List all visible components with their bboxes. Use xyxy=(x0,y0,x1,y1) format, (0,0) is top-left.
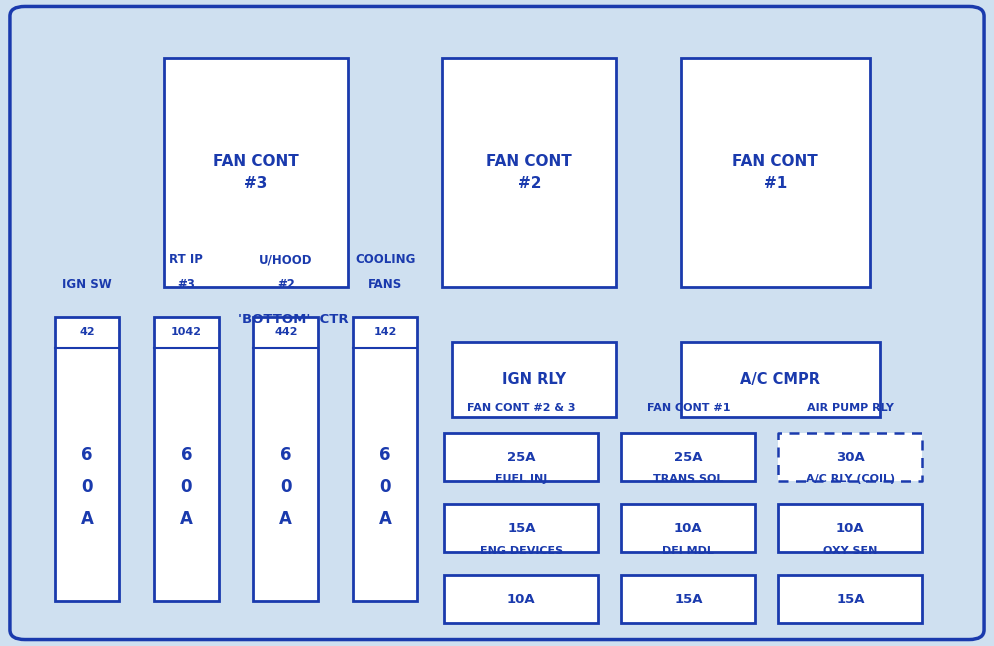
Bar xyxy=(681,342,880,417)
Text: ENG DEVICES: ENG DEVICES xyxy=(480,546,563,556)
Text: IGN SW: IGN SW xyxy=(62,278,112,291)
Bar xyxy=(621,575,755,623)
Text: 10A: 10A xyxy=(507,592,536,606)
Bar xyxy=(681,58,870,287)
Text: TRANS SOL: TRANS SOL xyxy=(653,475,724,484)
Text: 15A: 15A xyxy=(836,592,865,606)
Text: RT IP: RT IP xyxy=(169,253,204,266)
Text: 6
0
A: 6 0 A xyxy=(81,446,93,528)
FancyBboxPatch shape xyxy=(10,6,984,640)
Bar xyxy=(444,433,598,481)
Text: 15A: 15A xyxy=(507,521,536,535)
Bar xyxy=(778,575,922,623)
Bar xyxy=(778,504,922,552)
Text: DFI MDL: DFI MDL xyxy=(662,546,715,556)
Text: FANS: FANS xyxy=(368,278,403,291)
Text: FAN CONT
#3: FAN CONT #3 xyxy=(213,154,299,191)
Text: #3: #3 xyxy=(178,278,195,291)
Text: 25A: 25A xyxy=(674,450,703,464)
Text: FAN CONT #1: FAN CONT #1 xyxy=(646,404,731,413)
Text: 10A: 10A xyxy=(836,521,865,535)
Text: 6
0
A: 6 0 A xyxy=(379,446,392,528)
Text: 442: 442 xyxy=(274,327,297,337)
Bar xyxy=(621,504,755,552)
Text: #2: #2 xyxy=(277,278,294,291)
Text: AIR PUMP RLY: AIR PUMP RLY xyxy=(807,404,894,413)
Text: 142: 142 xyxy=(374,327,397,337)
Bar xyxy=(164,58,348,287)
Bar xyxy=(444,575,598,623)
Bar xyxy=(442,58,616,287)
Text: COOLING: COOLING xyxy=(355,253,415,266)
Text: 10A: 10A xyxy=(674,521,703,535)
Text: 25A: 25A xyxy=(507,450,536,464)
Bar xyxy=(778,433,922,481)
Bar xyxy=(154,317,219,601)
Text: 42: 42 xyxy=(80,327,94,337)
Text: FAN CONT
#2: FAN CONT #2 xyxy=(486,154,573,191)
Text: U/HOOD: U/HOOD xyxy=(259,253,312,266)
Text: OXY SEN: OXY SEN xyxy=(823,546,878,556)
Bar xyxy=(353,317,417,601)
Text: 6
0
A: 6 0 A xyxy=(180,446,193,528)
Text: A/C CMPR: A/C CMPR xyxy=(741,372,820,387)
Text: 15A: 15A xyxy=(674,592,703,606)
Bar xyxy=(55,317,119,601)
Text: IGN RLY: IGN RLY xyxy=(502,372,567,387)
Text: 30A: 30A xyxy=(836,450,865,464)
Text: 6
0
A: 6 0 A xyxy=(279,446,292,528)
Text: A/C RLY (COIL): A/C RLY (COIL) xyxy=(806,475,895,484)
Bar xyxy=(452,342,616,417)
Text: 'BOTTOM'  CTR: 'BOTTOM' CTR xyxy=(238,313,349,326)
Text: 1042: 1042 xyxy=(171,327,202,337)
Bar xyxy=(444,504,598,552)
Bar xyxy=(253,317,318,601)
Text: FAN CONT #2 & 3: FAN CONT #2 & 3 xyxy=(467,404,576,413)
Text: FAN CONT
#1: FAN CONT #1 xyxy=(733,154,818,191)
Bar xyxy=(621,433,755,481)
Text: FUEL INJ: FUEL INJ xyxy=(495,475,548,484)
